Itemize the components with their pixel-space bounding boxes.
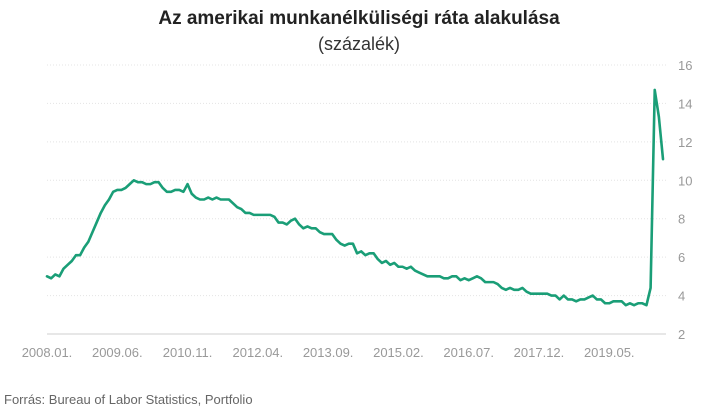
x-tick-label: 2016.07. (443, 345, 494, 360)
y-axis-ticks: 2 4 6 8 10 12 14 16 (678, 58, 692, 342)
series-layer (45, 88, 665, 307)
x-tick-label: 2015.02. (373, 345, 424, 360)
x-tick-label: 2013.09. (303, 345, 354, 360)
gridlines (47, 64, 666, 335)
line-chart: 2 4 6 8 10 12 14 16 2008.01. 2009.06. 2010.11. 201… (22, 58, 693, 360)
x-tick-label: 2009.06. (92, 345, 143, 360)
chart-subtitle: (százalék) (317, 34, 401, 54)
y-tick-label: 10 (678, 173, 692, 188)
y-tick-label: 4 (678, 289, 685, 304)
series-line-unemployment-rate (45, 88, 665, 307)
x-tick-label: 2019.05. (584, 345, 635, 360)
y-tick-label: 12 (678, 135, 692, 150)
y-tick-label: 16 (678, 58, 692, 73)
source-note: Forrás: Bureau of Labor Statistics, Port… (4, 392, 253, 407)
y-tick-label: 14 (678, 96, 692, 111)
y-tick-label: 6 (678, 250, 685, 265)
x-axis-ticks: 2008.01. 2009.06. 2010.11. 2012.04. 2013.09.… (22, 345, 635, 360)
y-tick-label: 2 (678, 327, 685, 342)
x-tick-label: 2012.04. (233, 345, 284, 360)
chart-title: Az amerikai munkanélküliségi ráta alakul… (158, 8, 560, 29)
x-tick-label: 2010.11. (163, 345, 213, 360)
x-tick-label: 2017.12. (514, 345, 565, 360)
y-tick-label: 8 (678, 212, 685, 227)
x-tick-label: 2008.01. (22, 345, 73, 360)
